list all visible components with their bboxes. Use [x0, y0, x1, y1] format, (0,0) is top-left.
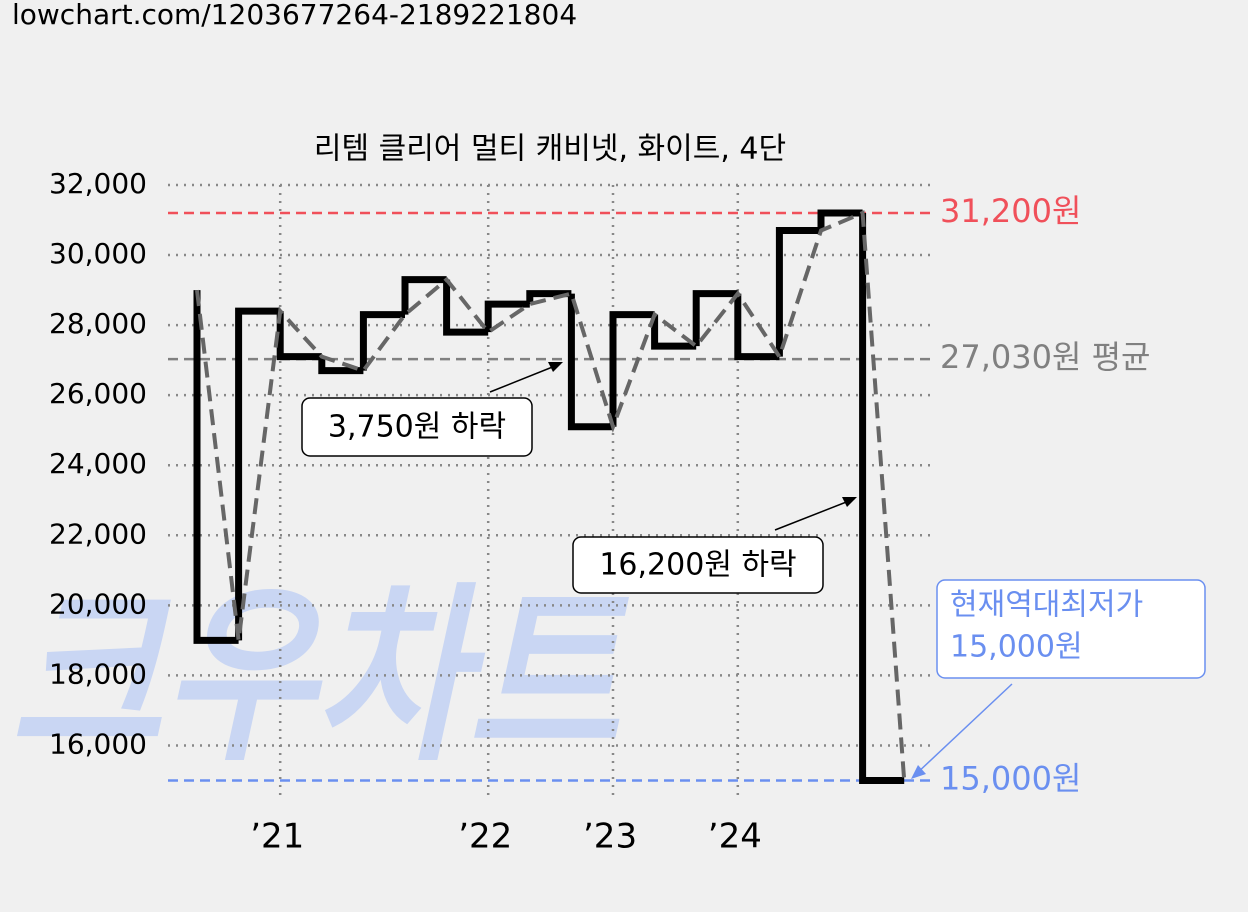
- arrow: [489, 363, 561, 393]
- annotation: 현재역대최저가 15,000원: [911, 579, 1206, 779]
- reference-label: 31,200원: [940, 192, 1081, 230]
- step-segment: [484, 300, 530, 333]
- x-tick-label: ’21: [250, 817, 304, 857]
- annotation-text: 3,750원 하락: [328, 410, 506, 445]
- annotation-text: 15,000원: [950, 630, 1083, 665]
- source-url: lowchart.com/1203677264-2189221804: [12, 0, 577, 31]
- step-segment: [609, 311, 655, 427]
- step-segment: [401, 276, 447, 315]
- y-tick-label: 22,000: [49, 517, 147, 550]
- arrowhead: [548, 362, 563, 372]
- annotation-box: [936, 579, 1206, 679]
- watermark: 크우차트: [10, 566, 630, 787]
- y-tick-label: 30,000: [49, 237, 147, 270]
- reference-label: 15,000원: [940, 759, 1081, 797]
- chart-title: 리템 클리어 멀티 캐비넷, 화이트, 4단: [314, 132, 786, 167]
- y-tick-label: 20,000: [49, 587, 147, 620]
- step-segment: [651, 314, 697, 350]
- step-segment: [443, 279, 489, 336]
- step-segment: [567, 293, 613, 431]
- step-segment: [193, 290, 239, 644]
- reference-label: 27,030원 평균: [940, 338, 1150, 376]
- trend-line: [195, 210, 907, 781]
- arrow: [914, 683, 1013, 776]
- step-segment: [318, 356, 364, 375]
- annotation-text: 현재역대최저가: [950, 588, 1143, 623]
- arrowhead: [842, 497, 857, 507]
- y-tick-label: 16,000: [49, 727, 147, 760]
- x-tick-label: ’23: [583, 817, 637, 857]
- step-segment: [276, 311, 322, 361]
- y-tick-label: 26,000: [49, 377, 147, 410]
- arrowhead: [911, 765, 926, 779]
- step-segment: [692, 290, 738, 347]
- y-tick-label: 28,000: [49, 307, 147, 340]
- step-segment: [859, 213, 905, 784]
- annotation-text: 16,200원 하락: [599, 548, 796, 583]
- step-segment: [817, 209, 863, 231]
- annotation: 3,750원 하락: [301, 362, 563, 457]
- step-segment: [734, 293, 780, 361]
- y-tick-label: 18,000: [49, 657, 147, 690]
- annotation-box: [301, 397, 533, 457]
- y-tick-label: 24,000: [49, 447, 147, 480]
- annotation: 16,200원 하락: [572, 497, 857, 594]
- y-tick-label: 32,000: [49, 167, 147, 200]
- annotation-box: [572, 536, 824, 594]
- x-tick-label: ’24: [708, 817, 762, 857]
- step-segment: [526, 290, 572, 305]
- arrow: [774, 498, 855, 531]
- x-tick-label: ’22: [458, 817, 512, 857]
- step-segment: [235, 307, 281, 641]
- step-segment: [359, 311, 405, 371]
- step-segment: [775, 227, 821, 357]
